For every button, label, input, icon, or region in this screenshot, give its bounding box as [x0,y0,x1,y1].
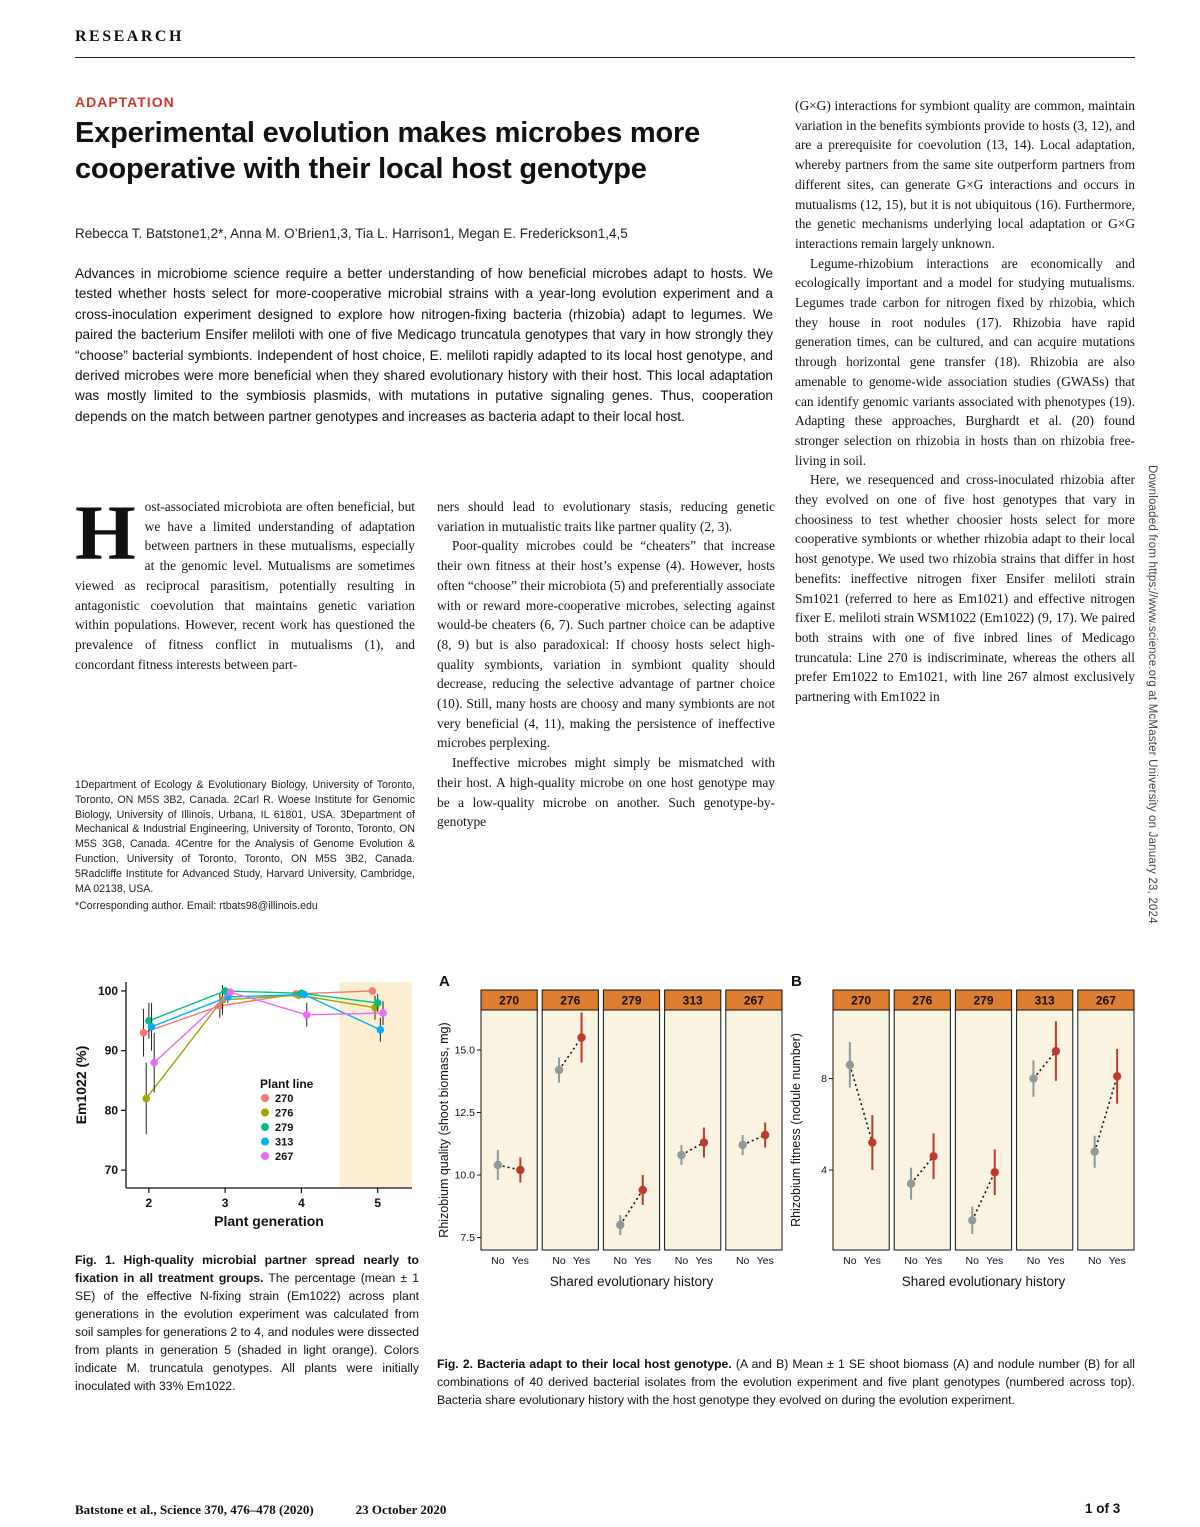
fig2-facet-chart: A 7.5 10.0 12.5 15.0 Rhizobium quality (shoot… [437,973,783,1289]
svg-text:Plant generation: Plant generation [214,1213,324,1229]
header-rule [75,57,1135,58]
svg-text:Yes: Yes [864,1255,881,1267]
svg-text:No: No [843,1255,857,1267]
svg-text:No: No [1027,1255,1041,1267]
figure-2-panel-a: A 7.5 10.0 12.5 15.0 Rhizobium quality (shoot… [437,972,785,1302]
footer-citation-text: Batstone et al., Science 370, 476–478 (2… [75,1502,314,1517]
download-watermark: Downloaded from https://www.science.org … [1146,465,1158,924]
figure-1: 70 80 90 100 2 3 4 5 Plant generation Em1022 (%) P… [72,972,420,1234]
svg-text:No: No [736,1255,750,1267]
svg-text:No: No [966,1255,980,1267]
svg-text:3: 3 [222,1196,229,1210]
svg-text:279: 279 [275,1122,293,1134]
figure-2-caption-body: (A and B) Mean ± 1 SE shoot biomass (A) … [437,1357,1135,1407]
svg-text:276: 276 [912,994,932,1008]
figure-2: A 7.5 10.0 12.5 15.0 Rhizobium quality (shoot… [437,972,1137,1302]
svg-text:313: 313 [275,1137,293,1149]
svg-text:Yes: Yes [634,1255,651,1267]
figure-1-caption: Fig. 1. High-quality microbial partner s… [75,1252,419,1396]
affiliations-block: 1Department of Ecology & Evolutionary Bi… [75,778,415,913]
svg-text:100: 100 [98,984,118,998]
footer-date: 23 October 2020 [355,1502,447,1517]
figure-2-caption: Fig. 2. Bacteria adapt to their local ho… [437,1356,1135,1410]
svg-text:2: 2 [146,1196,153,1210]
svg-text:90: 90 [105,1044,119,1058]
svg-text:No: No [614,1255,628,1267]
svg-text:7.5: 7.5 [460,1232,475,1244]
svg-text:No: No [904,1255,918,1267]
svg-text:10.0: 10.0 [455,1170,476,1182]
paragraph: ners should lead to evolutionary stasis,… [437,499,775,534]
figure-2-caption-lead: Fig. 2. Bacteria adapt to their local ho… [437,1357,732,1371]
svg-text:80: 80 [105,1103,119,1117]
page-title: Experimental evolution makes microbes mo… [75,117,700,185]
svg-text:4: 4 [298,1196,305,1210]
svg-text:267: 267 [744,994,764,1008]
paragraph: Ineffective microbes might simply be mis… [437,755,775,830]
svg-text:270: 270 [499,994,519,1008]
svg-text:No: No [552,1255,566,1267]
svg-text:5: 5 [374,1196,381,1210]
svg-text:267: 267 [1096,994,1116,1008]
svg-text:Yes: Yes [986,1255,1003,1267]
svg-text:Shared evolutionary history: Shared evolutionary history [902,1274,1066,1289]
footer-page-number: 1 of 3 [1085,1501,1121,1516]
svg-text:Yes: Yes [1047,1255,1064,1267]
svg-text:Rhizobium fitness (nodule numb: Rhizobium fitness (nodule number) [789,1033,803,1227]
footer-citation: Batstone et al., Science 370, 476–478 (2… [75,1502,446,1518]
svg-text:279: 279 [621,994,641,1008]
body-column-2: ners should lead to evolutionary stasis,… [437,497,775,832]
svg-text:276: 276 [275,1108,293,1120]
svg-text:A: A [439,973,450,990]
svg-text:4: 4 [821,1165,827,1177]
svg-text:270: 270 [275,1093,293,1105]
drop-cap: H [75,489,136,576]
figure-1-caption-body: The percentage (mean ± 1 SE) of the effe… [75,1270,419,1393]
fig2-facet-chart: B 4 8 Rhizobium fitness (nodule number) 270 N… [789,973,1135,1289]
paragraph: (G×G) interactions for symbiont quality … [795,98,1135,251]
abstract: Advances in microbiome science require a… [75,266,773,424]
svg-text:No: No [1088,1255,1102,1267]
paragraph: Here, we resequenced and cross-inoculate… [795,472,1135,705]
svg-text:276: 276 [560,994,580,1008]
svg-text:70: 70 [105,1163,119,1177]
svg-text:Yes: Yes [573,1255,590,1267]
figure-1-caption-lead: Fig. 1. High-quality microbial partner s… [75,1253,419,1285]
svg-text:Em1022 (%): Em1022 (%) [73,1046,89,1125]
paragraph-text: ost-associated microbiota are often bene… [75,499,415,672]
svg-text:313: 313 [683,994,703,1008]
svg-text:No: No [491,1255,505,1267]
paragraph: Poor-quality microbes could be “cheaters… [437,538,775,751]
svg-text:Rhizobium quality (shoot bioma: Rhizobium quality (shoot biomass, mg) [437,1022,451,1237]
svg-text:Yes: Yes [925,1255,942,1267]
svg-text:Yes: Yes [512,1255,529,1267]
running-head: RESEARCH [75,28,184,45]
svg-text:267: 267 [275,1151,293,1163]
svg-text:Yes: Yes [1109,1255,1126,1267]
body-column-3: (G×G) interactions for symbiont quality … [795,96,1135,707]
svg-text:Yes: Yes [757,1255,774,1267]
svg-text:No: No [675,1255,689,1267]
corresponding-author: *Corresponding author. Email: rtbats98@i… [75,899,318,912]
affiliations-text: 1Department of Ecology & Evolutionary Bi… [75,779,415,895]
section-label: ADAPTATION [75,94,175,110]
svg-text:15.0: 15.0 [455,1045,476,1057]
figure-2-panel-b: B 4 8 Rhizobium fitness (nodule number) 270 N… [789,972,1137,1302]
svg-text:Shared evolutionary history: Shared evolutionary history [550,1274,714,1289]
svg-text:B: B [791,973,802,990]
svg-text:12.5: 12.5 [455,1107,476,1119]
svg-text:Yes: Yes [695,1255,712,1267]
svg-text:8: 8 [821,1073,827,1085]
svg-text:313: 313 [1035,994,1055,1008]
svg-text:Plant line: Plant line [260,1077,314,1091]
svg-text:279: 279 [973,994,993,1008]
author-line: Rebecca T. Batstone1,2*, Anna M. O’Brien… [75,226,628,241]
fig1-line-chart: 70 80 90 100 2 3 4 5 Plant generation Em1022 (%) P… [73,982,412,1229]
svg-text:270: 270 [851,994,871,1008]
paragraph: Legume-rhizobium interactions are econom… [795,255,1135,468]
